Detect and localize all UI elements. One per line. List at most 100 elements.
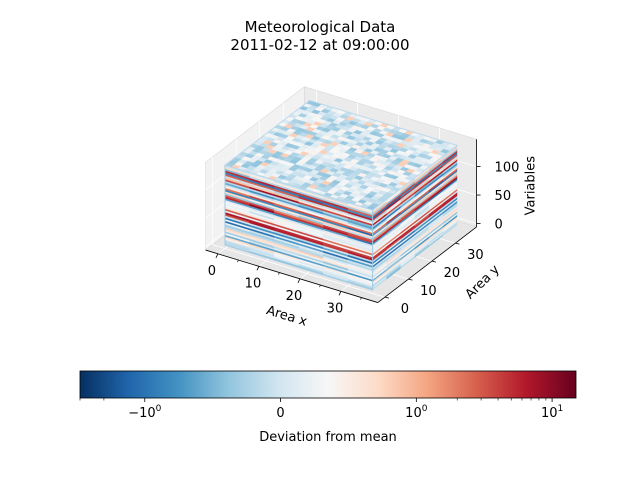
voxel-cell: [347, 228, 373, 239]
voxel-cell: [347, 247, 373, 258]
voxel-cell: [442, 177, 458, 192]
cube-edge-top: [223, 99, 459, 211]
voxel-cell: [442, 210, 458, 225]
x-minor-tick: [319, 284, 321, 288]
voxel-cell: [442, 221, 458, 235]
voxel-cell: [442, 195, 458, 209]
voxel-cell: [442, 186, 458, 201]
voxel-cell: [347, 207, 373, 218]
voxel-cell: [347, 252, 373, 263]
z-tick-label: 50: [495, 189, 512, 204]
voxel-cell: [442, 203, 458, 218]
x-axis-line: [205, 249, 378, 303]
voxel-cell: [347, 277, 373, 287]
x-minor-tick: [237, 259, 239, 263]
colorbar-tick-label: 100: [405, 404, 428, 421]
x-tick-mark: [338, 291, 342, 296]
voxel-cell: [442, 188, 458, 202]
voxel-cell: [347, 273, 373, 284]
voxel-cell: [442, 223, 458, 237]
voxel-cell: [442, 150, 458, 164]
colorbar-tick-label: −100: [128, 404, 161, 421]
voxel-cell: [442, 179, 458, 194]
voxel-cell: [347, 245, 373, 256]
x-axis-label: Area x: [264, 303, 309, 330]
voxel-cell: [442, 217, 458, 232]
colorbar-tick-base: 10: [541, 406, 558, 421]
voxel-cell: [347, 275, 373, 286]
z-axis-label: Variables: [524, 156, 539, 216]
voxel-cell: [442, 157, 458, 171]
x-tick-mark: [215, 253, 219, 258]
y-axis-label: Area y: [463, 262, 503, 302]
voxel-cell: [442, 207, 458, 221]
voxel-cell: [347, 244, 373, 254]
voxel-cell: [347, 256, 373, 266]
voxel-cell: [442, 169, 458, 183]
voxel-cell: [442, 158, 458, 173]
voxel-cell: [442, 172, 458, 187]
chart-title: Meteorological Data: [244, 18, 396, 36]
voxel-cell: [442, 165, 458, 180]
colorbar-label: Deviation from mean: [259, 430, 397, 445]
y-tick-label: 0: [401, 302, 409, 317]
voxel-cell: [442, 146, 458, 161]
voxel-cell: [347, 242, 373, 253]
voxel-cell: [347, 270, 373, 280]
voxel-cell: [442, 174, 458, 188]
voxel-cell: [347, 240, 373, 251]
voxel-cell: [442, 214, 458, 228]
voxel-cell: [347, 261, 373, 272]
voxel-cell: [347, 218, 373, 228]
voxel-cell: [347, 257, 373, 268]
y-tick-label: 30: [467, 248, 484, 263]
z-tick-label: 100: [495, 161, 520, 176]
voxel-cell: [347, 204, 373, 214]
voxel-cell: [442, 191, 458, 206]
colorbar-tick-exponent: 1: [557, 404, 563, 414]
voxel-cell: [347, 238, 373, 249]
x-minor-tick: [278, 272, 280, 275]
voxel-cell: [442, 167, 458, 181]
voxel-cell: [442, 151, 458, 166]
voxel-cell: [442, 212, 458, 227]
voxel-cell: [347, 212, 373, 223]
colorbar-tick-base: −10: [128, 406, 155, 421]
voxel-cell: [442, 176, 458, 190]
x-tick-mark: [256, 266, 260, 271]
y-tick-mark: [408, 278, 413, 281]
voxel-cell: [347, 230, 373, 240]
voxel-cell: [442, 181, 458, 195]
voxel-cell: [442, 196, 458, 211]
voxel-cell: [347, 223, 373, 234]
voxel-cell: [442, 164, 458, 178]
y-axis-line: [377, 226, 477, 303]
voxel-cell: [347, 231, 373, 242]
voxel-cell: [347, 233, 373, 244]
y-tick-mark: [455, 242, 460, 245]
voxel-cell: [347, 264, 373, 275]
colorbar-tick-base: 10: [405, 406, 422, 421]
voxel-cell: [347, 271, 373, 282]
voxel-cell: [442, 190, 458, 204]
x-tick-label: 30: [327, 301, 344, 316]
voxel-cell: [347, 263, 373, 273]
colorbar-gradient: [79, 370, 577, 399]
chart-subtitle: 2011-02-12 at 09:00:00: [230, 36, 410, 54]
voxel-cell: [442, 198, 458, 213]
colorbar-tick-label: 0: [276, 406, 284, 421]
voxel-cell: [442, 219, 458, 233]
voxel-cell: [442, 193, 458, 207]
x-tick-label: 10: [245, 276, 262, 291]
cube-face-front: [225, 165, 373, 290]
voxel-cell: [347, 209, 373, 220]
voxel-cell: [347, 259, 373, 270]
x-tick-label: 20: [286, 289, 303, 304]
voxel-cell: [347, 266, 373, 277]
grid-line-y: [212, 156, 386, 298]
colorbar-tick-exponent: 0: [422, 404, 428, 414]
voxel-cell: [347, 216, 373, 227]
